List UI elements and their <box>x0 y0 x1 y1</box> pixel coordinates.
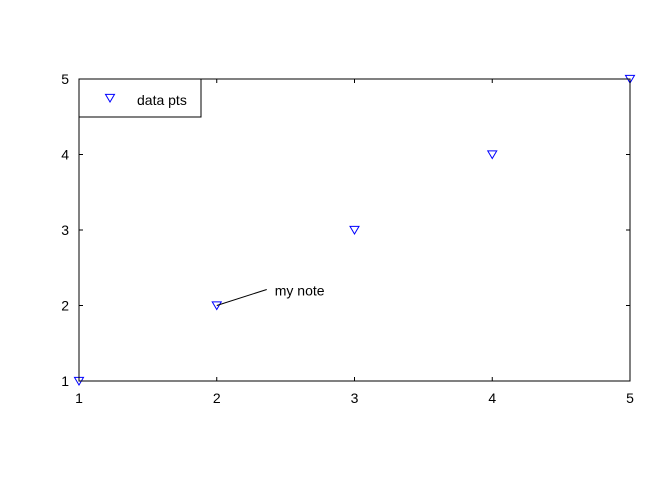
x-tick-label: 4 <box>488 390 496 406</box>
x-tick-label: 5 <box>626 390 634 406</box>
legend-entries: data pts <box>104 92 187 108</box>
plot-frame <box>78 78 631 382</box>
x-tick-label: 1 <box>75 390 83 406</box>
legend-label: data pts <box>137 92 187 108</box>
axis-ticks-layer: 1 2 3 4 5 1 2 3 4 5 <box>61 71 634 406</box>
y-tick-label: 2 <box>61 298 69 314</box>
data-point <box>349 225 360 236</box>
annotation-text: my note <box>275 283 325 299</box>
annotation-arrow <box>216 289 267 306</box>
data-point <box>486 150 498 160</box>
y-tick-label: 1 <box>61 373 69 389</box>
data-point <box>211 301 223 311</box>
annotations-layer: my note <box>216 283 325 306</box>
legend-box <box>78 78 202 118</box>
y-tick-label: 5 <box>61 71 69 87</box>
x-tick-label: 3 <box>351 390 359 406</box>
y-tick-label: 3 <box>61 222 69 238</box>
x-tick-label: 2 <box>213 390 221 406</box>
y-tick-label: 4 <box>61 147 69 163</box>
legend-marker <box>104 93 116 104</box>
data-marks-layer <box>73 74 636 387</box>
legend: data pts <box>78 78 202 118</box>
